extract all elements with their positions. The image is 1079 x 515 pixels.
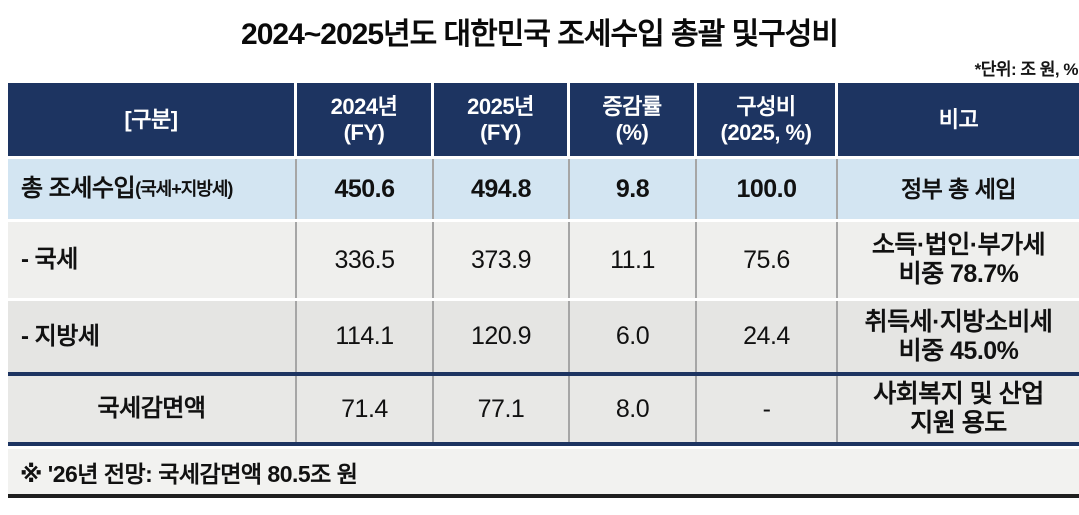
value-share-pct: - [697,376,838,442]
remarks-cell: 사회복지 및 산업 지원 용도 [838,376,1079,442]
value-fy2025: 373.9 [434,222,570,298]
value-fy2025: 77.1 [434,376,570,442]
column-header-category: [구분] [8,83,297,156]
remarks-line2: 비중 45.0% [898,336,1019,365]
row-label-cell: - 지방세 [8,301,297,372]
remarks-line1: 취득세·지방소비세 [864,307,1053,336]
row-label-suffix: (국세+지방세) [135,178,233,199]
value-change-pct: 11.1 [570,222,697,298]
remarks-line1: 사회복지 및 산업 [873,380,1044,409]
table-row-tax-exemption: 국세감면액 71.4 77.1 8.0 - 사회복지 및 산업 지원 용도 [8,376,1079,446]
value-share-pct: 100.0 [697,159,838,219]
table-row-national-tax: - 국세 336.5 373.9 11.1 75.6 소득·법인·부가세 비중 … [8,219,1079,298]
value-fy2024: 114.1 [297,301,434,372]
column-header-label: [구분] [124,106,178,132]
column-header-fy2024: 2024년 (FY) [297,83,434,156]
table-footnote: ※ '26년 전망: 국세감면액 80.5조 원 [8,446,1079,498]
table-row-total-tax-revenue: 총 조세수입 (국세+지방세) 450.6 494.8 9.8 100.0 정부… [8,156,1079,219]
row-label: - 지방세 [21,322,100,350]
value-fy2024: 71.4 [297,376,434,442]
unit-note: *단위: 조 원, % [974,60,1079,79]
row-label-cell: 총 조세수입 (국세+지방세) [8,159,297,219]
table-row-local-tax: - 지방세 114.1 120.9 6.0 24.4 취득세·지방소비세 비중 … [8,298,1079,376]
value-change-pct: 9.8 [570,159,697,219]
value-change-pct: 8.0 [570,376,697,442]
column-header-sublabel: (2025, %) [720,119,812,145]
value-fy2024: 450.6 [297,159,434,219]
value-share-pct: 24.4 [697,301,838,372]
row-label: - 국세 [21,246,78,274]
column-header-fy2025: 2025년 (FY) [434,83,570,156]
column-header-label: 증감률 [602,94,662,120]
remarks-line1: 정부 총 세입 [900,175,1017,202]
value-change-pct: 6.0 [570,301,697,372]
remarks-line2: 지원 용도 [910,409,1007,437]
value-share-pct: 75.6 [697,222,838,298]
column-header-sublabel: (FY) [480,119,521,145]
column-header-label: 2025년 [467,94,534,120]
value-fy2025: 494.8 [434,159,570,219]
page-title: 2024~2025년도 대한민국 조세수입 총괄 및구성비 [241,18,839,51]
column-header-sublabel: (%) [615,119,649,145]
column-header-change: 증감률 (%) [570,83,697,156]
column-header-label: 비고 [938,106,979,132]
row-label-cell: 국세감면액 [8,376,297,442]
remarks-line1: 소득·법인·부가세 [871,231,1046,260]
column-header-label: 2024년 [330,94,398,120]
column-header-sublabel: (FY) [343,119,385,145]
row-label: 국세감면액 [97,395,206,423]
remarks-cell: 취득세·지방소비세 비중 45.0% [838,301,1079,372]
remarks-cell: 소득·법인·부가세 비중 78.7% [838,222,1079,298]
remarks-cell: 정부 총 세입 [838,159,1079,219]
remarks-line2: 비중 78.7% [898,260,1019,288]
value-fy2024: 336.5 [297,222,434,298]
column-header-label: 구성비 [736,94,796,120]
table-header-row: [구분] 2024년 (FY) 2025년 (FY) 증감률 (%) 구성비 (… [8,83,1079,156]
tax-revenue-table: [구분] 2024년 (FY) 2025년 (FY) 증감률 (%) 구성비 (… [8,83,1079,498]
value-fy2025: 120.9 [434,301,570,372]
row-label-cell: - 국세 [8,222,297,298]
row-label: 총 조세수입 [21,175,136,203]
column-header-remarks: 비고 [838,83,1079,156]
column-header-share: 구성비 (2025, %) [697,83,838,156]
